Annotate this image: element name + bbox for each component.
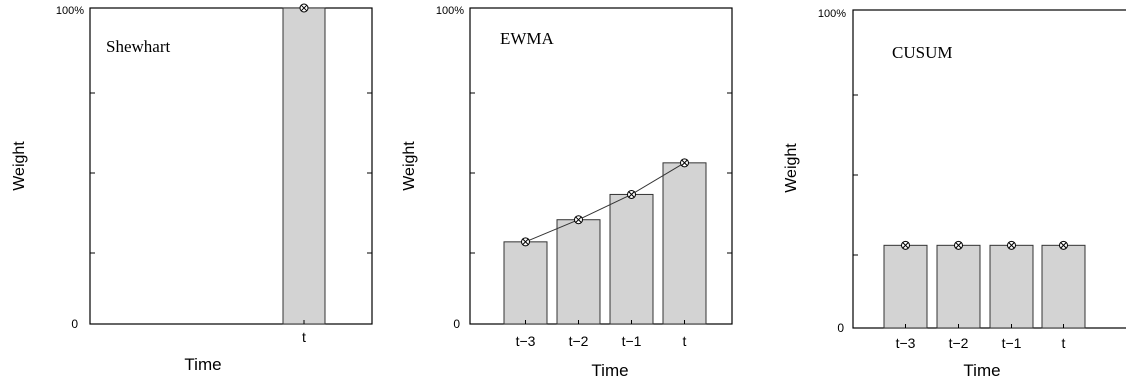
data-marker-4: [680, 158, 689, 168]
chart-title: Shewhart: [106, 37, 170, 56]
bar-1: [503, 241, 548, 325]
data-marker-1: [901, 240, 910, 250]
x-axis-label: Time: [591, 361, 628, 380]
y-tick-label-max: 100%: [56, 5, 84, 17]
y-tick-label-zero: 0: [837, 321, 844, 335]
y-axis-label: Weight: [783, 143, 800, 193]
panel-shewhart: Shewhart 100% 0 Weight Time t: [11, 3, 373, 374]
y-tick-label-zero: 0: [453, 317, 460, 331]
chart-title: EWMA: [500, 29, 555, 48]
x-tick-label-3: t−1: [622, 333, 642, 349]
panel-ewma: EWMA 100% 0 Weight Time t−3 t−2 t−1 t: [401, 5, 733, 380]
x-tick-label-2: t−2: [569, 333, 589, 349]
y-tick-label-max: 100%: [436, 5, 464, 17]
y-axis-label: Weight: [11, 141, 28, 191]
data-marker-3: [627, 189, 636, 199]
bar-3: [609, 193, 654, 325]
x-axis-label: Time: [184, 355, 221, 374]
x-tick-label-4: t: [683, 333, 687, 349]
y-axis-label: Weight: [401, 141, 418, 191]
x-tick-label-2: t−2: [949, 335, 969, 351]
y-tick-label-zero: 0: [71, 317, 78, 331]
plot-frame: [469, 7, 733, 325]
bar-4: [1041, 244, 1086, 329]
data-marker-1: [521, 237, 530, 247]
bar-marks: t−3 t−2 t−1 t: [853, 94, 1086, 351]
y-tick-label-max: 100%: [818, 8, 846, 20]
bar-3: [989, 244, 1034, 329]
bar-marks: t−3 t−2 t−1 t: [470, 92, 732, 349]
x-tick-label-4: t: [1062, 335, 1066, 351]
data-marker-1: [299, 3, 309, 13]
data-marker-2: [574, 215, 583, 225]
bar-2: [936, 244, 981, 329]
panel-cusum: CUSUM 100% 0 Weight Time t−3 t−2 t−1 t: [783, 8, 1126, 380]
x-axis-label: Time: [963, 361, 1000, 380]
bar-4: [662, 162, 707, 325]
data-marker-3: [1007, 240, 1016, 250]
data-marker-4: [1059, 240, 1068, 250]
bar-1: [883, 244, 928, 329]
x-tick-label-1: t−3: [896, 335, 916, 351]
chart-title: CUSUM: [892, 43, 952, 62]
bar-marks: t: [90, 3, 372, 345]
data-marker-2: [954, 240, 963, 250]
plot-frame: [89, 7, 373, 325]
trend-line: [525, 162, 685, 243]
x-tick-label-3: t−1: [1002, 335, 1022, 351]
bar-2: [556, 219, 601, 325]
bar-1: [282, 7, 326, 325]
x-tick-label-1: t−3: [516, 333, 536, 349]
x-tick-label-1: t: [302, 329, 306, 345]
